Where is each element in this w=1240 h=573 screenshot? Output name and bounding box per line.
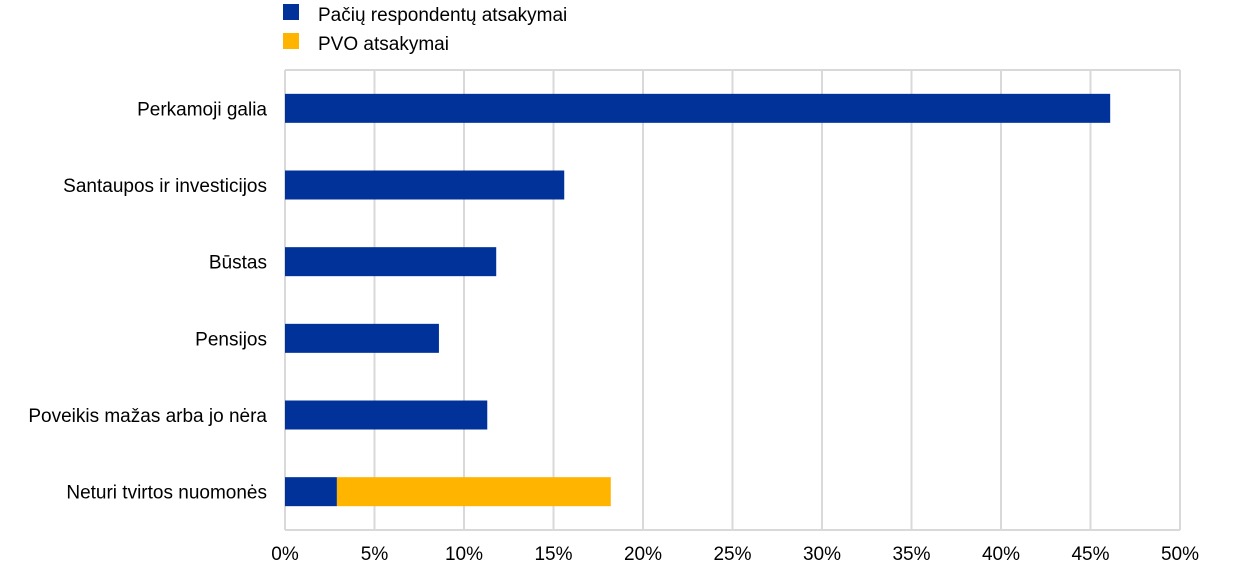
- legend-swatch: [283, 4, 299, 20]
- x-tick-label: 20%: [624, 544, 662, 565]
- category-label: Perkamoji galia: [137, 99, 267, 120]
- x-tick-label: 15%: [534, 544, 572, 565]
- bar-respondents: [285, 477, 337, 507]
- legend: Pačių respondentų atsakymai PVO atsakymai: [283, 4, 567, 55]
- x-tick-label: 0%: [271, 544, 299, 565]
- x-tick-label: 45%: [1071, 544, 1109, 565]
- category-label: Santaupos ir investicijos: [63, 176, 267, 197]
- bar-respondents: [285, 247, 497, 277]
- gridlines: [284, 69, 1181, 531]
- category-label: Būstas: [209, 253, 267, 274]
- x-tick-label: 30%: [803, 544, 841, 565]
- category-label: Pensijos: [195, 329, 267, 350]
- x-tick-label: 50%: [1161, 544, 1199, 565]
- bar-pvo: [336, 477, 611, 507]
- x-tick-labels: 0% 5% 10% 15% 20% 25% 30% 35% 40% 45% 50%: [271, 544, 1199, 565]
- legend-label: PVO atsakymai: [318, 34, 449, 55]
- category-label: Poveikis mažas arba jo nėra: [28, 406, 267, 427]
- x-tick-label: 25%: [713, 544, 751, 565]
- bar-respondents: [285, 170, 565, 200]
- category-labels: Perkamoji galia Santaupos ir investicijos…: [28, 99, 267, 503]
- x-tick-label: 5%: [361, 544, 389, 565]
- bar-respondents: [285, 323, 439, 353]
- category-label: Neturi tvirtos nuomonės: [66, 483, 267, 504]
- x-tick-label: 35%: [892, 544, 930, 565]
- legend-swatch: [283, 33, 299, 49]
- x-tick-label: 10%: [445, 544, 483, 565]
- bar-respondents: [285, 400, 488, 430]
- bars: [285, 93, 1111, 507]
- bar-respondents: [285, 93, 1111, 123]
- x-tick-label: 40%: [982, 544, 1020, 565]
- legend-label: Pačių respondentų atsakymai: [318, 5, 567, 26]
